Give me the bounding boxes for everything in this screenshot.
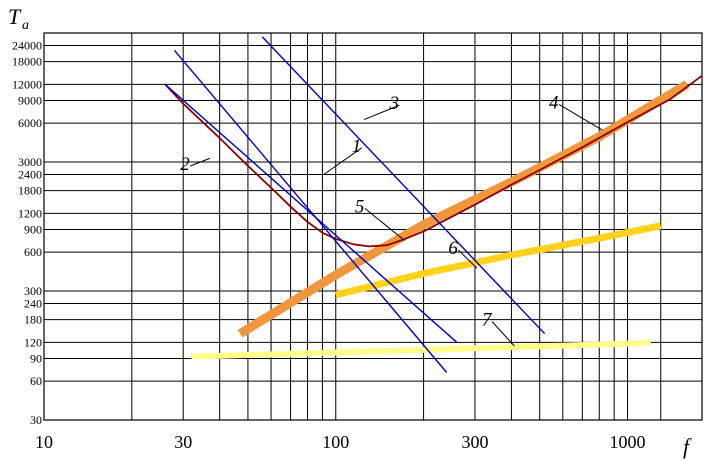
series-1-line (173, 49, 448, 373)
y-tick-label: 60 (30, 374, 42, 388)
label-leader-4 (558, 104, 603, 131)
y-tick-label: 900 (24, 222, 42, 236)
x-tick-label: 100 (322, 432, 349, 452)
series-layer (164, 36, 703, 373)
y-tick-label: 240 (24, 297, 42, 311)
grid (43, 32, 703, 421)
series-3-line (261, 36, 546, 335)
y-tick-label: 24000 (12, 39, 42, 53)
label-leader-7 (491, 321, 515, 347)
y-tick-label: 300 (24, 284, 42, 298)
curve-label-6: 6 (448, 238, 458, 259)
y-tick-label: 30 (30, 413, 42, 427)
y-tick-label: 3000 (18, 155, 42, 169)
y-tick-label: 1800 (18, 184, 42, 198)
plot-frame (43, 32, 703, 421)
label-leader-3 (363, 104, 400, 121)
label-leaders (190, 104, 603, 347)
y-tick-label: 2400 (18, 168, 42, 182)
y-tick-label: 600 (24, 245, 42, 259)
x-tick-label: 30 (174, 432, 192, 452)
series-4-line (164, 74, 703, 248)
y-axis-label-subscript: a (22, 18, 29, 33)
label-leader-2 (190, 157, 210, 167)
curve-label-7: 7 (482, 310, 493, 331)
y-axis-label: T (8, 4, 22, 29)
series-5-line (237, 80, 690, 338)
label-leader-1 (323, 147, 363, 175)
x-axis-label: f (683, 434, 692, 459)
curve-labels: 1 2 3 4 5 6 7 (180, 92, 559, 330)
y-tick-label: 6000 (18, 116, 42, 130)
series-2-line (164, 83, 458, 343)
y-tick-label: 18000 (12, 55, 42, 69)
y-tick-label: 12000 (12, 77, 42, 91)
curve-label-2: 2 (180, 154, 190, 175)
y-tick-label: 120 (24, 335, 42, 349)
y-tick-label: 9000 (18, 93, 42, 107)
x-tick-label: 300 (461, 432, 488, 452)
x-tick-label: 1000 (610, 432, 646, 452)
series-6-line (334, 222, 662, 299)
y-tick-label: 1200 (18, 206, 42, 220)
series-7-line (191, 339, 651, 360)
curve-label-5: 5 (355, 196, 365, 217)
y-tick-label: 180 (24, 313, 42, 327)
label-leader-6 (458, 249, 478, 269)
curve-label-4: 4 (549, 92, 559, 113)
x-tick-label: 10 (35, 432, 53, 452)
y-tick-label: 90 (30, 351, 42, 365)
curve-label-3: 3 (389, 93, 400, 114)
label-leader-5 (364, 208, 405, 241)
curve-label-1: 1 (352, 136, 362, 157)
